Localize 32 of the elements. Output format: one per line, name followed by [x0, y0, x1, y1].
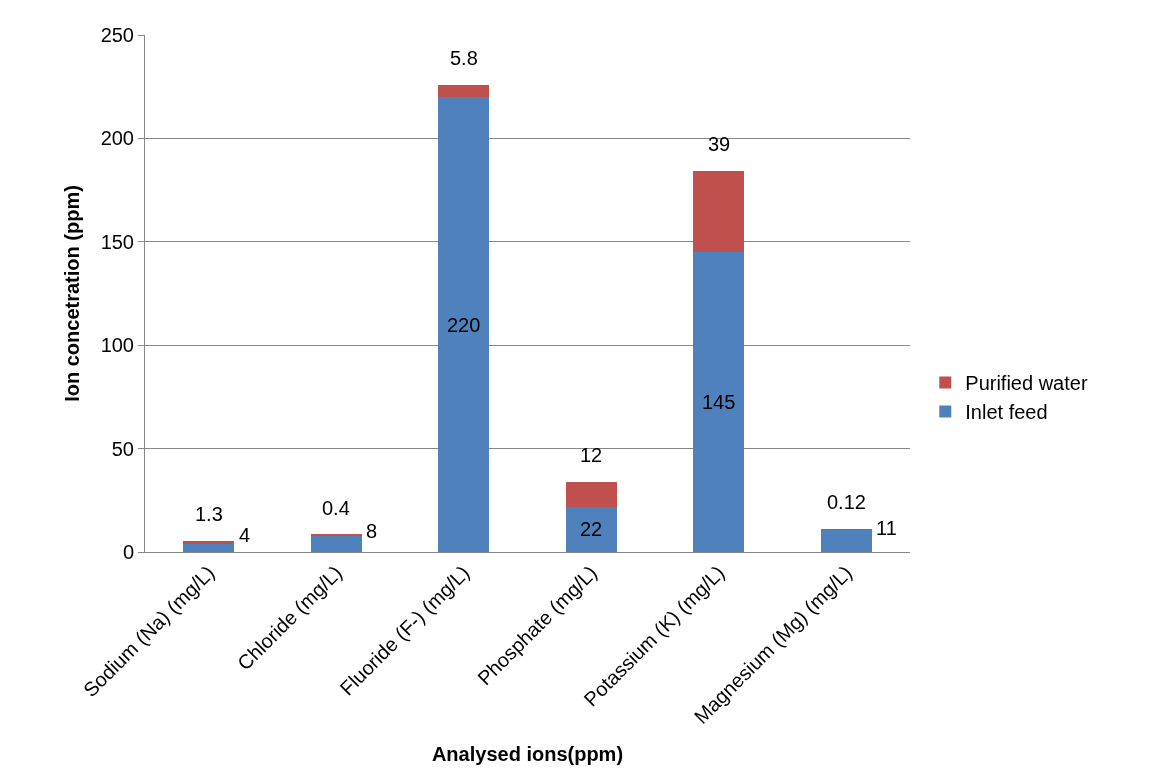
bar — [565, 481, 617, 507]
bar — [183, 543, 235, 552]
bar — [693, 171, 745, 253]
y-tick-label: 50 — [111, 437, 134, 460]
bar — [820, 529, 872, 552]
data-label: 12 — [580, 444, 603, 466]
legend-label: Purified water — [965, 372, 1088, 395]
data-label: 145 — [702, 391, 736, 413]
data-label: 39 — [708, 133, 731, 155]
bar — [438, 85, 490, 98]
legend-label: Inlet feed — [965, 401, 1048, 424]
data-label: 11 — [876, 517, 897, 539]
y-tick-label: 250 — [100, 24, 134, 46]
y-tick-label: 100 — [100, 334, 134, 357]
bar — [565, 506, 617, 552]
bar — [183, 541, 235, 544]
data-label: 1.3 — [195, 503, 223, 525]
bar — [438, 97, 490, 552]
data-label: 0.4 — [322, 497, 350, 519]
bar — [310, 535, 362, 552]
data-label: 5.8 — [450, 47, 478, 69]
bar — [693, 252, 745, 552]
y-axis-title: Ion concetration (ppm) — [61, 185, 84, 402]
y-tick-label: 200 — [100, 127, 134, 150]
y-tick-label: 0 — [122, 541, 134, 563]
data-label: 0.12 — [827, 491, 866, 513]
x-axis-title: Analysed ions(ppm) — [431, 743, 624, 766]
data-label: 220 — [447, 314, 481, 336]
data-label: 22 — [580, 518, 603, 540]
data-label: 8 — [366, 520, 378, 542]
y-tick-label: 150 — [100, 230, 134, 253]
data-label: 4 — [239, 524, 251, 546]
